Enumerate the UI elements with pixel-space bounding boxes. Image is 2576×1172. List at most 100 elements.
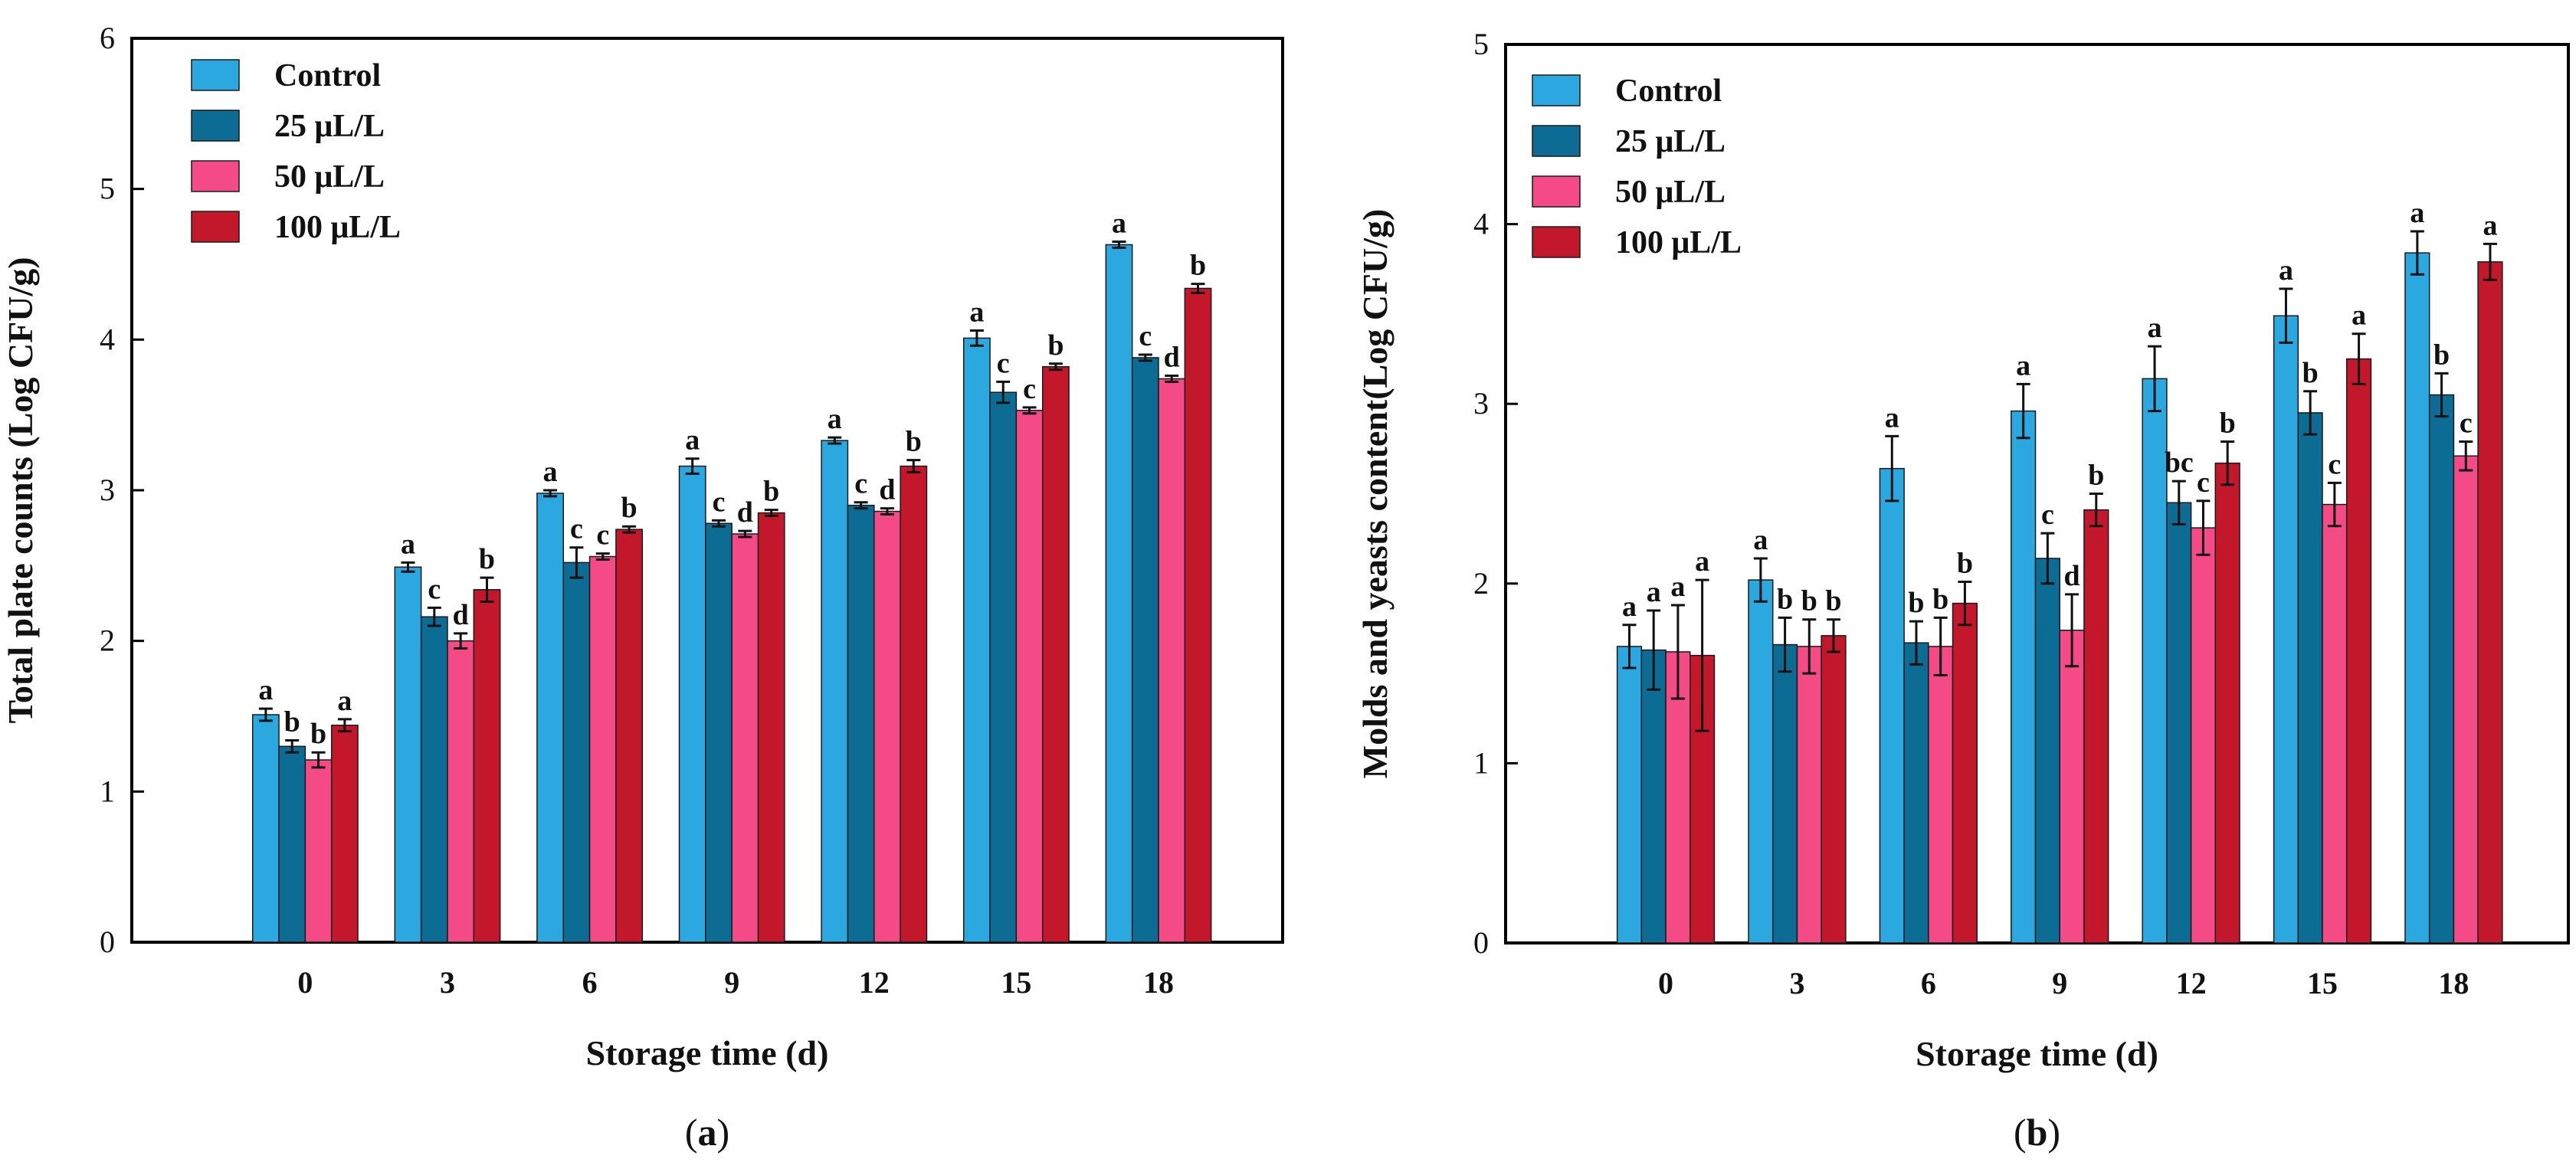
significance-letter: c	[713, 486, 726, 518]
legend-label: 100 μL/L	[1615, 225, 1742, 260]
significance-letter: c	[1023, 373, 1036, 405]
y-tick-label: 2	[100, 624, 115, 658]
bar-control	[2011, 410, 2037, 944]
significance-letter: a	[828, 403, 842, 435]
significance-letter: d	[879, 474, 895, 506]
bar-50ll	[1158, 378, 1186, 943]
y-tick-label: 0	[1473, 925, 1489, 960]
y-tick-label: 0	[100, 925, 115, 959]
legend-label: 25 μL/L	[274, 109, 385, 144]
bar-control	[2142, 378, 2168, 944]
bar-25ll	[1771, 643, 1798, 944]
significance-letter: d	[1164, 342, 1180, 374]
significance-letter: a	[969, 296, 984, 329]
y-tick-label: 5	[1473, 27, 1489, 61]
bar-50ll	[1665, 651, 1691, 944]
y-tick-label: 5	[100, 172, 115, 206]
bar-50ll	[873, 510, 901, 943]
significance-letter: a	[1622, 591, 1637, 623]
x-tick-label: 12	[859, 965, 890, 1000]
significance-letter: bc	[2165, 447, 2194, 479]
legend-swatch	[1532, 74, 1581, 106]
significance-letter: d	[2064, 560, 2080, 592]
bar-100ll	[473, 589, 501, 943]
bar-control	[2273, 315, 2299, 944]
significance-letter: a	[1695, 545, 1709, 578]
bar-100ll	[757, 512, 785, 943]
x-tick-label: 3	[1789, 966, 1804, 1000]
y-tick-label: 4	[100, 322, 115, 356]
significance-letter: b	[2433, 339, 2450, 371]
x-tick-label: 18	[2438, 966, 2469, 1000]
significance-letter: b	[1957, 547, 1973, 579]
significance-letter: a	[258, 674, 273, 706]
significance-letter: b	[1190, 250, 1206, 282]
bar-50ll	[447, 640, 475, 943]
bar-control	[1616, 646, 1643, 944]
significance-letter: a	[337, 685, 352, 717]
legend-label: Control	[1615, 74, 1722, 109]
bar-25ll	[1640, 649, 1667, 944]
significance-letter: b	[284, 705, 300, 738]
significance-letter: b	[1777, 583, 1793, 615]
significance-letter: b	[479, 543, 495, 575]
bar-25ll	[705, 522, 732, 943]
bar-25ll	[989, 391, 1018, 943]
significance-letter: b	[1932, 583, 1948, 615]
panel-label: (a)	[685, 1111, 729, 1154]
x-tick-label: 9	[2052, 966, 2067, 1000]
x-tick-label: 15	[1001, 965, 1031, 1000]
bar-50ll	[2453, 455, 2479, 944]
significance-letter: b	[1825, 585, 1841, 617]
y-axis-title: Total plate counts (Log CFU/g)	[1, 257, 40, 723]
legend-swatch	[191, 110, 240, 142]
legend-swatch	[191, 211, 240, 243]
significance-letter: b	[621, 492, 637, 524]
bar-50ll	[1015, 410, 1044, 943]
bar-100ll	[1041, 365, 1070, 943]
significance-letter: c	[854, 468, 867, 500]
significance-letter: c	[596, 519, 609, 552]
significance-letter: a	[1670, 571, 1685, 603]
bar-control	[678, 465, 706, 943]
significance-letter: b	[2302, 357, 2319, 389]
significance-letter: a	[2352, 300, 2366, 332]
bar-100ll	[900, 465, 928, 943]
y-axis-title: Molds and yeasts content(Log CFU/g)	[1355, 209, 1395, 779]
legend-swatch	[1532, 175, 1581, 208]
bar-50ll	[588, 555, 617, 943]
x-tick-label: 6	[1921, 966, 1936, 1000]
significance-letter: c	[2460, 407, 2473, 439]
bar-50ll	[731, 533, 759, 943]
x-tick-label: 15	[2307, 966, 2338, 1000]
y-tick-label: 3	[100, 473, 115, 507]
bar-100ll	[1821, 635, 1847, 944]
bar-100ll	[2345, 358, 2372, 944]
significance-letter: a	[1112, 208, 1126, 240]
bar-25ll	[1131, 357, 1159, 943]
x-tick-label: 0	[297, 965, 313, 1000]
bar-25ll	[562, 561, 591, 943]
y-tick-label: 6	[100, 21, 115, 55]
significance-letter: c	[1139, 320, 1152, 352]
significance-letter: a	[2148, 312, 2162, 344]
legend-label: 50 μL/L	[1615, 175, 1726, 210]
x-tick-label: 9	[724, 965, 739, 1000]
bar-25ll	[847, 504, 875, 943]
bar-100ll	[2083, 509, 2109, 944]
bar-control	[1879, 467, 1905, 944]
legend-label: 50 μL/L	[274, 159, 385, 195]
significance-letter: c	[2041, 499, 2054, 531]
y-tick-label: 1	[1473, 745, 1489, 780]
bar-25ll	[1903, 642, 1929, 944]
significance-letter: a	[1885, 401, 1899, 434]
significance-letter: a	[1753, 524, 1768, 556]
significance-letter: a	[2483, 209, 2497, 241]
significance-letter: b	[1801, 585, 1817, 617]
bar-control	[536, 493, 565, 943]
panel-label: (b)	[2014, 1111, 2060, 1154]
bar-control	[251, 714, 280, 943]
